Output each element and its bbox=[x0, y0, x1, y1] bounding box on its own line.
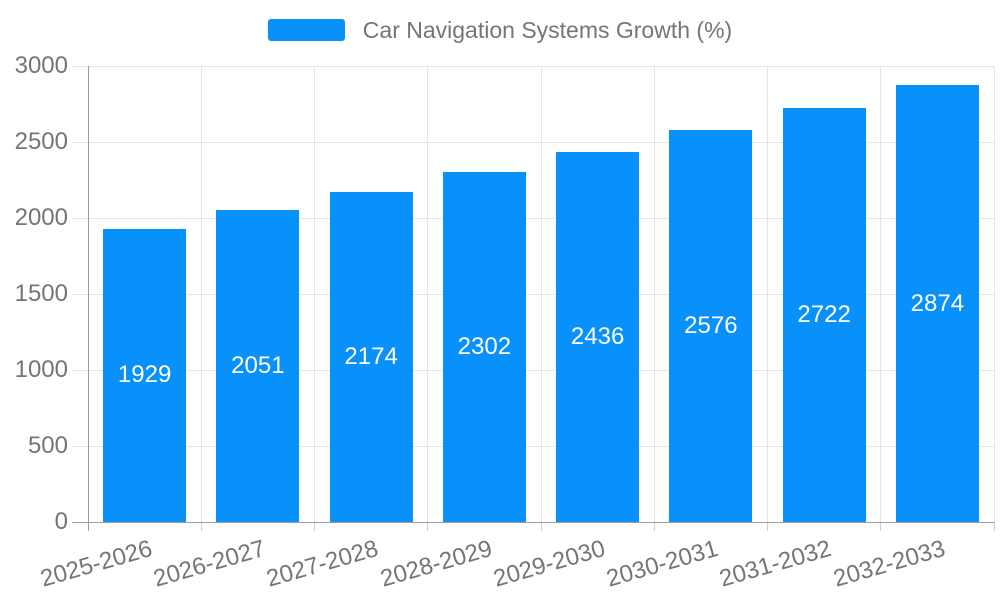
x-gridline bbox=[314, 66, 315, 522]
bar[interactable]: 2174 bbox=[329, 191, 413, 522]
bar[interactable]: 2874 bbox=[895, 85, 979, 522]
bar-value-label: 2174 bbox=[344, 342, 398, 370]
bar-value-label: 2302 bbox=[457, 333, 512, 361]
y-gridline bbox=[72, 369, 994, 371]
bar[interactable]: 2576 bbox=[669, 130, 753, 522]
bar[interactable]: 2051 bbox=[216, 210, 300, 522]
x-axis-label: 2027-2028 bbox=[263, 535, 382, 593]
x-axis-label: 2032-2033 bbox=[830, 535, 948, 593]
x-axis-label: 2029-2030 bbox=[490, 535, 609, 593]
x-axis-tick bbox=[540, 522, 542, 531]
x-axis-tick bbox=[993, 522, 995, 531]
x-axis-label: 2025-2026 bbox=[37, 535, 156, 593]
bar-value-label: 2051 bbox=[231, 352, 285, 380]
legend-item[interactable]: Car Navigation Systems Growth (%) bbox=[0, 17, 1000, 43]
x-gridline bbox=[540, 66, 542, 522]
bar-value-label: 2436 bbox=[570, 322, 625, 350]
y-gridline bbox=[72, 293, 994, 295]
bar[interactable]: 1929 bbox=[103, 228, 187, 522]
legend-swatch bbox=[267, 19, 345, 41]
y-axis-label: 1500 bbox=[14, 280, 68, 307]
y-axis-label: 2500 bbox=[14, 128, 68, 155]
bar[interactable]: 2436 bbox=[556, 151, 640, 522]
bar-value-label: 1929 bbox=[117, 361, 172, 389]
y-axis-label: 500 bbox=[27, 432, 68, 459]
x-gridline bbox=[200, 66, 202, 522]
y-gridline bbox=[72, 65, 994, 67]
x-axis-tick bbox=[200, 522, 202, 531]
y-axis-label: 3000 bbox=[14, 52, 68, 79]
x-axis-line bbox=[72, 521, 994, 523]
x-axis-label: 2030-2031 bbox=[603, 535, 722, 593]
legend-label: Car Navigation Systems Growth (%) bbox=[362, 17, 733, 43]
x-axis-label: 2026-2027 bbox=[150, 535, 269, 593]
x-axis-tick bbox=[653, 522, 655, 531]
y-axis-label: 2000 bbox=[14, 204, 68, 231]
x-axis-tick bbox=[880, 522, 882, 531]
x-axis-label: 2028-2029 bbox=[377, 535, 495, 593]
x-gridline bbox=[767, 66, 768, 522]
bar[interactable]: 2302 bbox=[442, 172, 526, 522]
bar-value-label: 2874 bbox=[910, 289, 965, 317]
x-axis-tick bbox=[314, 522, 315, 531]
x-gridline bbox=[993, 66, 995, 522]
x-gridline bbox=[653, 66, 655, 522]
y-gridline bbox=[72, 445, 994, 447]
y-gridline bbox=[72, 141, 994, 143]
x-gridline bbox=[427, 66, 429, 522]
x-axis-label: 2031-2032 bbox=[716, 535, 835, 593]
bar-value-label: 2722 bbox=[797, 301, 851, 329]
x-axis-tick bbox=[767, 522, 768, 531]
bar[interactable]: 2722 bbox=[782, 108, 866, 522]
y-gridline bbox=[72, 217, 994, 219]
y-axis-label: 0 bbox=[54, 508, 68, 535]
bar-value-label: 2576 bbox=[684, 312, 738, 340]
y-axis-line bbox=[87, 66, 89, 531]
x-axis-tick bbox=[427, 522, 429, 531]
x-gridline bbox=[880, 66, 882, 522]
y-axis-label: 1000 bbox=[14, 356, 68, 383]
